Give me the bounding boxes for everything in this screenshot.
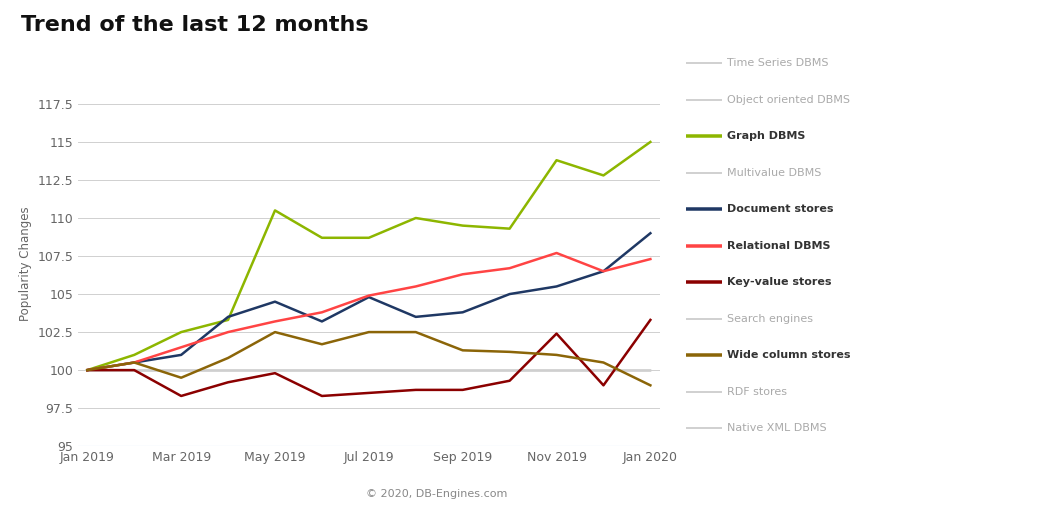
Text: Key-value stores: Key-value stores (727, 277, 832, 287)
Text: Wide column stores: Wide column stores (727, 350, 851, 360)
Text: Search engines: Search engines (727, 314, 814, 324)
Y-axis label: Popularity Changes: Popularity Changes (19, 206, 31, 321)
Text: Graph DBMS: Graph DBMS (727, 131, 805, 141)
Text: Document stores: Document stores (727, 204, 834, 214)
Text: Native XML DBMS: Native XML DBMS (727, 423, 827, 433)
Text: RDF stores: RDF stores (727, 387, 788, 397)
Text: © 2020, DB-Engines.com: © 2020, DB-Engines.com (366, 489, 507, 499)
Text: Multivalue DBMS: Multivalue DBMS (727, 168, 822, 178)
Text: Trend of the last 12 months: Trend of the last 12 months (21, 15, 369, 35)
Text: Relational DBMS: Relational DBMS (727, 241, 831, 251)
Text: Object oriented DBMS: Object oriented DBMS (727, 95, 850, 105)
Text: Time Series DBMS: Time Series DBMS (727, 58, 829, 68)
